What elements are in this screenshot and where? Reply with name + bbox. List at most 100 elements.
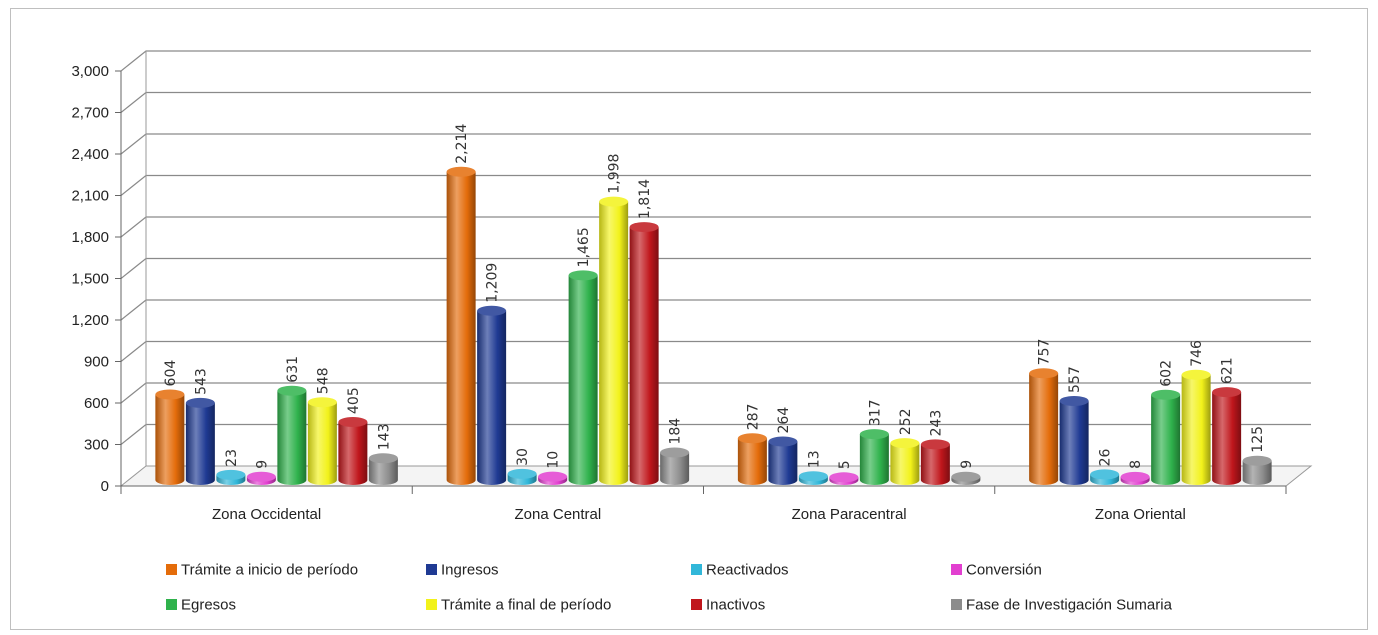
data-label: 252	[898, 408, 914, 435]
legend-item: Inactivos	[691, 597, 765, 614]
data-label: 757	[1037, 339, 1053, 366]
data-label: 125	[1250, 426, 1266, 453]
bar-body	[277, 390, 307, 486]
data-label: 1,465	[576, 227, 592, 267]
bar-body	[1242, 460, 1272, 486]
data-label: 184	[668, 418, 684, 445]
data-label: 1,814	[637, 179, 653, 219]
data-label: 543	[193, 368, 209, 395]
data-label: 604	[163, 360, 179, 387]
bar-cap	[1059, 395, 1089, 406]
data-label: 317	[867, 399, 883, 426]
bar-body	[446, 171, 476, 485]
bar-cap	[216, 469, 246, 480]
y-tick-label: 1,500	[71, 271, 109, 288]
bar	[829, 472, 859, 486]
data-label: 287	[745, 404, 761, 431]
bar-cap	[768, 436, 798, 447]
legend-label: Egresos	[181, 597, 236, 614]
bar-cap	[660, 447, 690, 458]
data-label: 1,209	[485, 263, 501, 303]
bar	[246, 471, 276, 486]
bar	[1242, 455, 1272, 486]
bar	[185, 397, 215, 486]
bar-cap	[1242, 455, 1272, 466]
bar	[798, 471, 828, 486]
gridline	[120, 91, 1311, 113]
data-label: 602	[1159, 360, 1175, 387]
bar-cap	[507, 468, 537, 479]
bar-cap	[1181, 369, 1211, 380]
bar-body	[155, 394, 185, 486]
bar	[859, 429, 889, 486]
bar-cap	[338, 416, 368, 427]
bar-cap	[538, 471, 568, 482]
bar-cap	[1212, 387, 1242, 398]
bar-chart: 0 300 600 900 1,200 1,500 1,800 2,100 2,400 2,700…	[71, 50, 1313, 614]
bar-body	[599, 201, 629, 486]
y-tick-label: 2,700	[71, 105, 109, 122]
bar-body	[1029, 373, 1059, 486]
data-label: 10	[546, 451, 562, 469]
data-label: 746	[1189, 340, 1205, 367]
bar-cap	[446, 166, 476, 177]
bar-cap	[246, 471, 276, 482]
bar	[446, 166, 476, 485]
legend-label: Inactivos	[706, 597, 765, 614]
bar	[629, 222, 659, 486]
axes: 0 300 600 900 1,200 1,500 1,800 2,100 2,400 2,700…	[71, 51, 1313, 523]
gridline	[120, 216, 1311, 238]
data-label: 2,214	[454, 124, 470, 164]
legend-item: Conversión	[951, 562, 1042, 579]
gridline	[120, 50, 1311, 72]
bar-cap	[1151, 389, 1181, 400]
data-label: 30	[515, 448, 531, 466]
y-tick-label: 1,200	[71, 312, 109, 329]
legend-label: Trámite a inicio de período	[181, 562, 358, 579]
bar	[368, 453, 398, 486]
legend-item: Trámite a final de período	[426, 597, 611, 614]
bar	[1090, 469, 1120, 486]
y-tick-label: 300	[84, 437, 109, 454]
gridline	[120, 299, 1311, 321]
bar-body	[1181, 374, 1211, 486]
bar-cap	[1090, 469, 1120, 480]
legend-item: Ingresos	[426, 562, 499, 579]
bar	[216, 469, 246, 486]
data-label: 143	[376, 423, 392, 450]
data-label: 8	[1128, 460, 1144, 469]
data-label: 557	[1067, 366, 1083, 393]
bar	[307, 397, 337, 486]
legend-item: Fase de Investigación Sumaria	[951, 597, 1173, 614]
legend-swatch	[951, 599, 962, 610]
bar-cap	[859, 429, 889, 440]
y-tick-label: 2,400	[71, 146, 109, 163]
bar-body	[307, 402, 337, 486]
bar-body	[737, 438, 767, 486]
bar-cap	[277, 385, 307, 396]
gridline	[120, 133, 1311, 155]
bar	[155, 389, 185, 486]
bar	[338, 416, 368, 486]
legend-item: Reactivados	[691, 562, 789, 579]
bars	[155, 166, 1272, 486]
bar-body	[920, 444, 950, 486]
bar	[277, 385, 307, 486]
legend-swatch	[426, 564, 437, 575]
bar-cap	[829, 472, 859, 483]
bar	[951, 471, 981, 486]
bar	[1059, 395, 1089, 486]
bar-cap	[951, 471, 981, 482]
bar	[568, 270, 598, 486]
bar-body	[1212, 392, 1242, 486]
bar-body	[338, 421, 368, 486]
bar-body	[660, 452, 690, 486]
legend-label: Ingresos	[441, 562, 499, 579]
y-tick-label: 900	[84, 354, 109, 371]
y-tick-label: 600	[84, 395, 109, 412]
legend-swatch	[691, 599, 702, 610]
bar	[737, 433, 767, 486]
bar-body	[859, 434, 889, 486]
bar-cap	[798, 471, 828, 482]
data-label: 9	[254, 460, 270, 469]
